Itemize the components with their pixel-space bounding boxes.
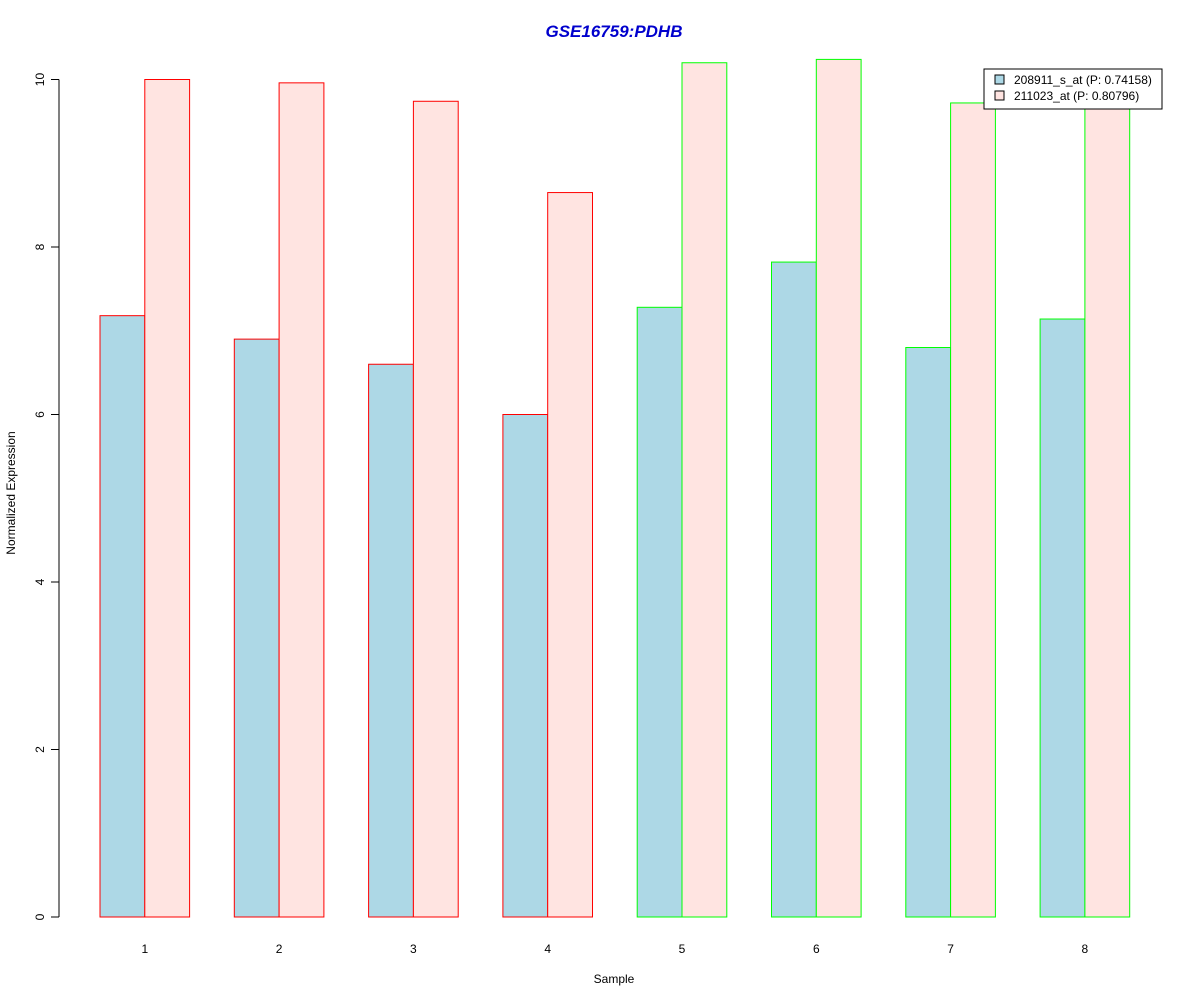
y-tick-label: 6 [33,411,47,418]
x-tick-label: 6 [813,942,820,956]
legend-box [983,68,1163,110]
x-tick-label: 8 [1082,942,1089,956]
bar-sample-5-series-2 [681,62,728,918]
x-tick-label: 5 [679,942,686,956]
bar-sample-2-series-1 [233,338,280,918]
x-tick-label: 3 [410,942,417,956]
bar-sample-1-series-1 [99,315,146,918]
bar-sample-8-series-2 [1084,104,1131,918]
legend-swatch-2 [994,90,1005,101]
y-tick-label: 4 [33,578,47,585]
bar-sample-3-series-1 [368,363,414,918]
bar-sample-2-series-2 [278,82,325,918]
bars-group [99,58,1131,918]
bar-sample-1-series-2 [144,79,191,918]
x-tick-label: 4 [544,942,551,956]
y-axis-label: Normalized Expression [4,431,18,554]
y-tick-label: 0 [33,913,47,920]
x-axis-label: Sample [594,972,635,986]
bar-sample-4-series-2 [547,192,594,918]
legend-label-1: 208911_s_at (P: 0.74158) [1014,73,1152,87]
y-tick-label: 10 [33,73,47,87]
bar-sample-5-series-1 [636,306,683,918]
bar-sample-6-series-2 [815,58,862,918]
chart-title: GSE16759:PDHB [545,22,682,41]
y-axis: 0 2 4 6 8 10 [33,73,60,920]
y-tick-label: 8 [33,243,47,250]
bar-sample-4-series-1 [502,414,549,918]
bar-sample-7-series-1 [905,347,952,918]
bar-sample-8-series-1 [1039,318,1086,918]
legend-swatch-1 [994,74,1005,85]
legend-label-2: 211023_at (P: 0.80796) [1014,89,1139,103]
legend: 208911_s_at (P: 0.74158) 211023_at (P: 0.… [983,68,1163,110]
bar-sample-3-series-2 [412,100,459,918]
x-tick-labels: 1 2 3 4 5 6 7 8 [141,942,1088,956]
x-tick-label: 1 [141,942,148,956]
bar-sample-7-series-2 [950,102,996,918]
x-tick-label: 2 [276,942,283,956]
x-tick-label: 7 [947,942,954,956]
bar-sample-6-series-1 [771,261,817,918]
y-tick-label: 2 [33,746,47,753]
